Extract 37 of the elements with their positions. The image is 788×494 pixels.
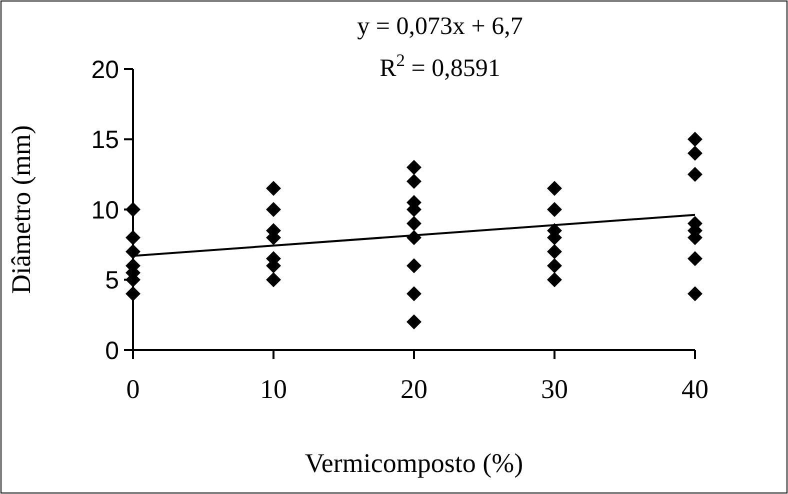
point	[406, 314, 422, 330]
point	[126, 286, 140, 302]
y-tick-label: 10	[91, 196, 119, 224]
point	[547, 180, 562, 196]
y-tick-label: 5	[105, 266, 119, 294]
point	[406, 286, 422, 302]
point	[688, 251, 702, 266]
y-tick-label: 15	[91, 126, 119, 154]
point	[126, 244, 140, 260]
point	[547, 202, 562, 217]
point	[406, 174, 422, 189]
x-tick-label: 10	[260, 374, 287, 404]
point	[688, 132, 702, 147]
annotation: R$^{2}$ = 0,8591	[380, 50, 500, 82]
point	[126, 230, 140, 246]
y-tick-label: 0	[105, 336, 119, 365]
x-tick-label: 30	[541, 374, 568, 404]
x-axis-title: Vermicomposto (%)	[304, 448, 524, 478]
point	[126, 202, 140, 217]
y-tick-label: 20	[91, 56, 119, 84]
point	[688, 166, 702, 182]
point	[266, 202, 281, 217]
x-tick-label: 0	[126, 374, 140, 404]
x-tick-label: 40	[682, 374, 708, 404]
point	[547, 272, 562, 288]
point	[266, 272, 281, 288]
point	[406, 216, 422, 232]
text: y = 0,073x + 6,7	[357, 13, 523, 40]
y-axis-title: Diâmetro (mm)	[6, 125, 36, 294]
point	[547, 244, 562, 260]
point	[406, 160, 422, 175]
point	[688, 286, 702, 302]
point	[547, 258, 562, 274]
point	[406, 258, 422, 274]
point	[266, 180, 281, 196]
point	[688, 146, 702, 161]
x-tick-label: 20	[400, 374, 428, 404]
